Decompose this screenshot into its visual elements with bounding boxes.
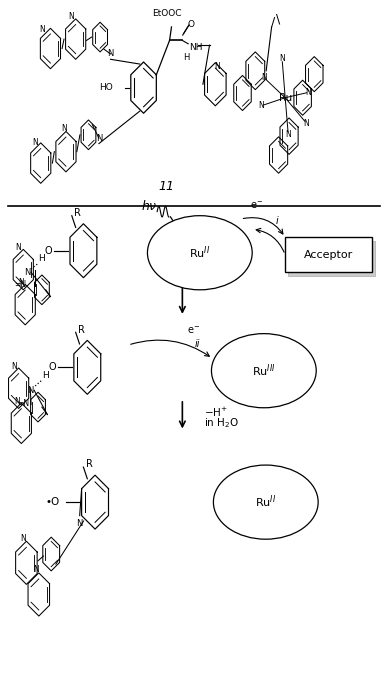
Text: ii: ii xyxy=(195,339,201,348)
Text: N: N xyxy=(107,49,114,59)
Text: Ru: Ru xyxy=(279,93,292,102)
Text: N: N xyxy=(279,54,285,63)
Text: Ru$^{III}$: Ru$^{III}$ xyxy=(252,363,275,379)
Text: H: H xyxy=(38,254,45,264)
Text: N: N xyxy=(14,397,20,406)
Text: N: N xyxy=(304,119,309,128)
Text: N: N xyxy=(69,13,74,22)
Text: EtOOC: EtOOC xyxy=(152,9,182,18)
Text: N: N xyxy=(20,534,26,543)
Text: •O: •O xyxy=(46,497,60,507)
Text: O: O xyxy=(45,246,52,255)
Text: H: H xyxy=(42,371,49,380)
Text: N: N xyxy=(76,519,83,528)
Ellipse shape xyxy=(213,465,318,539)
Text: Ru$^{II}$: Ru$^{II}$ xyxy=(189,245,210,261)
Text: \: \ xyxy=(277,12,281,26)
Text: R: R xyxy=(74,208,81,218)
Text: N: N xyxy=(40,25,45,34)
Text: O: O xyxy=(48,363,56,372)
Text: N: N xyxy=(96,133,102,143)
Text: N: N xyxy=(24,268,30,277)
Ellipse shape xyxy=(147,216,252,290)
Text: in H$_2$O: in H$_2$O xyxy=(204,417,239,430)
Text: R: R xyxy=(86,460,93,469)
Text: N: N xyxy=(61,124,67,133)
Text: N: N xyxy=(34,565,40,574)
Text: HO: HO xyxy=(100,83,113,92)
Text: N: N xyxy=(215,62,220,71)
Text: N: N xyxy=(18,278,24,287)
Text: N: N xyxy=(306,88,311,97)
Text: N: N xyxy=(11,362,17,371)
Ellipse shape xyxy=(211,334,316,408)
Bar xyxy=(285,237,372,272)
Text: N: N xyxy=(27,386,33,395)
Text: i: i xyxy=(276,216,279,226)
Text: N: N xyxy=(16,243,21,253)
Text: H: H xyxy=(183,53,189,62)
Text: N: N xyxy=(286,130,291,140)
Text: 11: 11 xyxy=(159,180,175,193)
Text: N: N xyxy=(258,101,264,111)
Text: /: / xyxy=(272,16,275,29)
Text: e$^{-}$: e$^{-}$ xyxy=(250,200,263,211)
Text: =N: =N xyxy=(17,399,29,408)
Text: $-$H$^{+}$: $-$H$^{+}$ xyxy=(204,406,228,419)
Text: O: O xyxy=(188,20,195,30)
Text: R: R xyxy=(78,325,85,334)
Text: Ru$^{II}$: Ru$^{II}$ xyxy=(255,494,276,510)
Text: N: N xyxy=(32,138,38,147)
Text: N: N xyxy=(261,73,267,82)
Text: =N: =N xyxy=(14,280,26,289)
Text: $h\nu$: $h\nu$ xyxy=(141,199,158,212)
Text: e$^{-}$: e$^{-}$ xyxy=(187,325,201,336)
Text: NH: NH xyxy=(189,42,203,52)
Text: Acceptor: Acceptor xyxy=(305,250,353,259)
Bar xyxy=(288,241,375,276)
